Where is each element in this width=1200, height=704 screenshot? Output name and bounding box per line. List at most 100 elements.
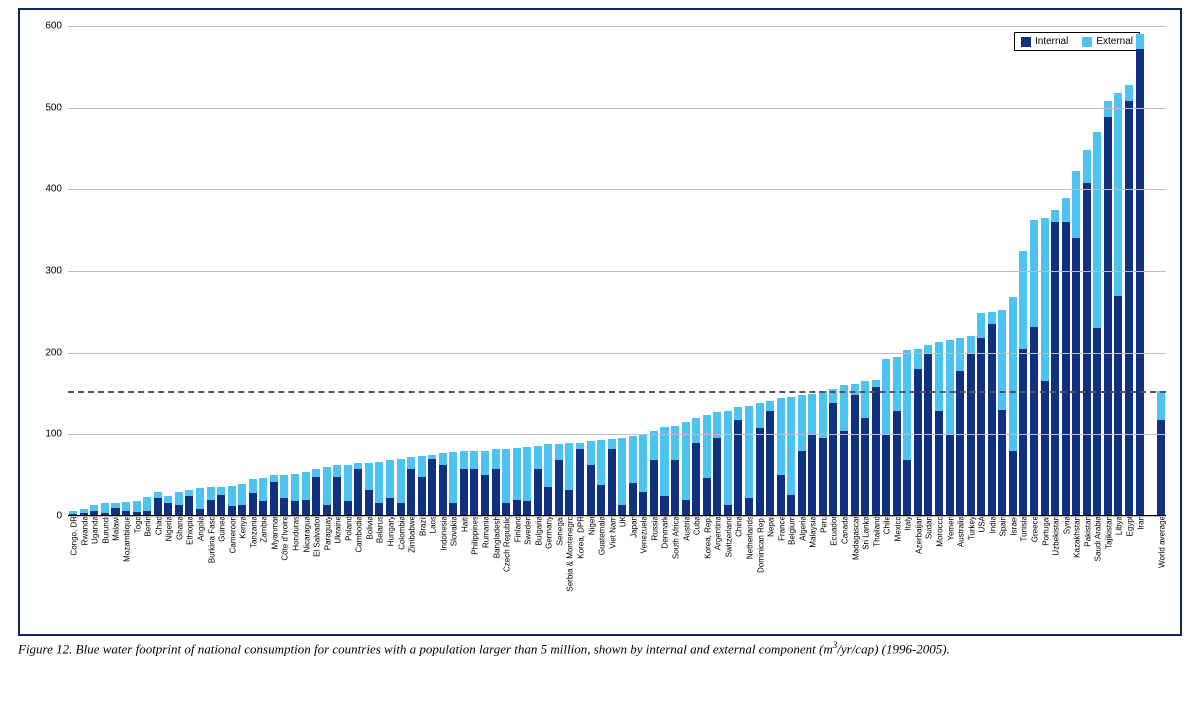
x-tick-label: Czech Republic bbox=[501, 516, 512, 572]
bar-segment-internal bbox=[587, 465, 595, 516]
bar-segment-external bbox=[111, 503, 119, 508]
bar-segment-internal bbox=[882, 434, 890, 516]
bar-segment-external bbox=[375, 462, 383, 503]
x-tick-label: Denmark bbox=[659, 516, 670, 548]
bar bbox=[154, 492, 162, 516]
bar-segment-external bbox=[861, 381, 869, 418]
bar-segment-internal bbox=[1104, 117, 1112, 516]
bar bbox=[1009, 297, 1017, 516]
bar-segment-internal bbox=[386, 498, 394, 516]
bar bbox=[375, 462, 383, 516]
bar-segment-external bbox=[777, 398, 785, 475]
gridline bbox=[68, 26, 1166, 27]
bar-segment-external bbox=[1051, 210, 1059, 222]
bar-segment-external bbox=[90, 505, 98, 511]
y-tick-label: 0 bbox=[56, 511, 68, 522]
bar-segment-internal bbox=[270, 482, 278, 516]
bar-segment-external bbox=[692, 418, 700, 443]
bar bbox=[935, 342, 943, 516]
bar bbox=[312, 469, 320, 516]
x-tick-label: Chile bbox=[881, 516, 892, 534]
bar-segment-external bbox=[998, 310, 1006, 410]
bar-segment-internal bbox=[439, 465, 447, 516]
x-tick-label: Laos bbox=[427, 516, 438, 533]
bar bbox=[1136, 34, 1144, 516]
bar-segment-internal bbox=[629, 483, 637, 516]
bar-segment-internal bbox=[851, 395, 859, 516]
bar-segment-external bbox=[175, 492, 183, 505]
bar-segment-internal bbox=[1030, 327, 1038, 516]
bar-segment-internal bbox=[555, 460, 563, 516]
x-tick-label: Belarus bbox=[374, 516, 385, 543]
x-tick-label: South Africa bbox=[670, 516, 681, 559]
x-tick-label: Madagascar bbox=[849, 516, 860, 560]
x-tick-label: Venezuela bbox=[638, 516, 649, 553]
world-average-reference-line bbox=[68, 391, 1166, 393]
bar-segment-internal bbox=[639, 492, 647, 516]
bar bbox=[502, 449, 510, 516]
bar-segment-internal bbox=[481, 475, 489, 516]
bar-segment-external bbox=[988, 312, 996, 324]
bar-segment-external bbox=[608, 439, 616, 449]
bar-segment-external bbox=[587, 441, 595, 465]
x-tick-label: Malaysia bbox=[807, 516, 818, 548]
y-tick-label: 300 bbox=[45, 266, 68, 277]
bar bbox=[1062, 198, 1070, 517]
x-tick-label: Germany bbox=[543, 516, 554, 549]
bar-segment-external bbox=[1072, 171, 1080, 238]
bar bbox=[523, 447, 531, 516]
bar-segment-internal bbox=[534, 469, 542, 516]
bar-segment-external bbox=[544, 444, 552, 486]
gridline bbox=[68, 353, 1166, 354]
bar bbox=[1041, 218, 1049, 516]
x-tick-label: Slovakia bbox=[448, 516, 459, 546]
bar-segment-external bbox=[756, 403, 764, 427]
x-tick-label: Belgium bbox=[786, 516, 797, 545]
bar-segment-external bbox=[629, 436, 637, 483]
bar-segment-external bbox=[1019, 251, 1027, 349]
bar-segment-internal bbox=[154, 498, 162, 516]
bar-segment-external bbox=[639, 434, 647, 491]
plot-area: Congo, DRRwandaUgandaBurundiMalawiMozamb… bbox=[68, 26, 1166, 516]
bar-segment-external bbox=[460, 451, 468, 469]
bar bbox=[143, 497, 151, 516]
bar-segment-internal bbox=[692, 443, 700, 517]
bar bbox=[998, 310, 1006, 516]
bar bbox=[587, 441, 595, 516]
bar-segment-internal bbox=[407, 469, 415, 516]
bar bbox=[555, 444, 563, 516]
bar bbox=[1104, 101, 1112, 516]
bar-segment-internal bbox=[259, 501, 267, 516]
bar-segment-internal bbox=[935, 411, 943, 516]
x-tick-label: Angola bbox=[194, 516, 205, 541]
x-tick-label: UK bbox=[617, 516, 628, 527]
bar bbox=[481, 451, 489, 516]
bar-segment-internal bbox=[713, 438, 721, 516]
bar-segment-external bbox=[893, 357, 901, 412]
bar-segment-external bbox=[154, 492, 162, 498]
bar bbox=[449, 452, 457, 516]
bar-segment-external bbox=[280, 475, 288, 498]
bar bbox=[639, 434, 647, 516]
bar-segment-internal bbox=[513, 500, 521, 516]
bar-segment-internal bbox=[207, 500, 215, 516]
bar-segment-external bbox=[851, 384, 859, 395]
bar bbox=[365, 463, 373, 516]
bar-segment-internal bbox=[1083, 183, 1091, 516]
x-tick-label: Italy bbox=[902, 516, 913, 531]
x-tick-label: Netherlands bbox=[743, 516, 754, 559]
bar-segment-internal bbox=[766, 411, 774, 516]
x-tick-label: Cameroon bbox=[226, 516, 237, 553]
bar bbox=[428, 455, 436, 516]
bar bbox=[608, 439, 616, 516]
bar-segment-internal bbox=[217, 495, 225, 516]
bar-segment-external bbox=[312, 469, 320, 477]
bar-segment-internal bbox=[249, 493, 257, 516]
bar-segment-external bbox=[882, 359, 890, 434]
bar-segment-external bbox=[1083, 150, 1091, 183]
x-tick-label: Austria bbox=[680, 516, 691, 541]
x-tick-label: Zimbabwe bbox=[406, 516, 417, 553]
bar-segment-external bbox=[428, 455, 436, 459]
bar bbox=[861, 381, 869, 516]
bar bbox=[988, 312, 996, 516]
